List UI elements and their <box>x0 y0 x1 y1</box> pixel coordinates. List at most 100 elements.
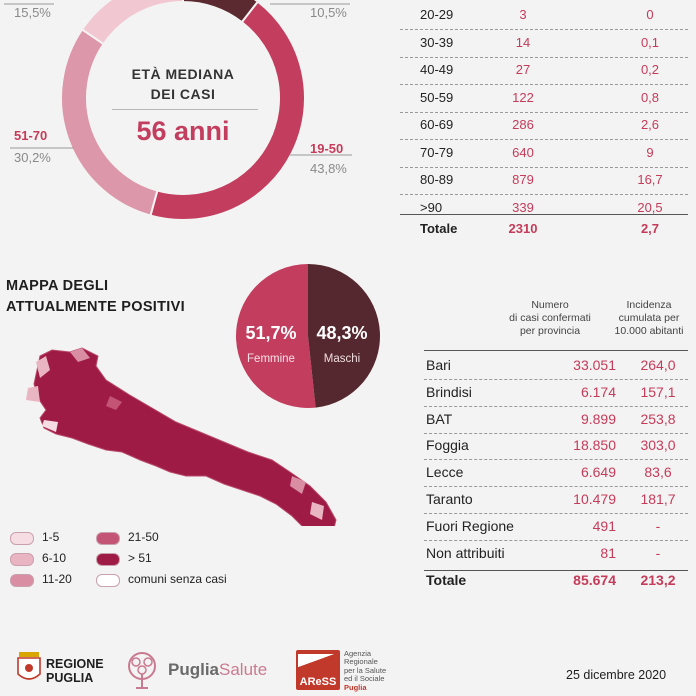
report-date: 25 dicembre 2020 <box>566 668 667 682</box>
province-cases: 81 <box>600 544 616 561</box>
province-cases: 6.649 <box>580 464 616 481</box>
donut-pct-15: 15,5% <box>14 5 51 20</box>
legend-label-51: > 51 <box>128 551 152 565</box>
map-area-mid-2 <box>290 476 306 494</box>
female-pct: 51,7% <box>245 323 297 343</box>
median-divider <box>112 109 258 110</box>
age-cases: 14 <box>515 34 531 50</box>
regione-puglia-crest-icon <box>17 652 41 680</box>
age-table-total-line <box>400 214 688 215</box>
age-table-row: >90 339 20,5 <box>400 200 688 226</box>
legend-swatch-no-cases <box>96 574 120 587</box>
map-title-2: ATTUALMENTE POSITIVI <box>6 299 185 315</box>
province-row: Brindisi 6.174 157,1 <box>424 384 688 411</box>
age-cases: 879 <box>512 172 534 187</box>
province-total-row: Totale 85.674 213,2 <box>424 572 688 599</box>
regione-line1: REGIONE <box>46 657 104 671</box>
province-row: BAT 9.899 253,8 <box>424 411 688 438</box>
aress-text-3: per la Salute <box>344 665 387 675</box>
province-incidence: 181,7 <box>640 491 676 507</box>
age-table-row: 30-39 14 0,1 <box>400 35 688 61</box>
pie-slice-female <box>236 264 316 408</box>
age-row-divider <box>400 111 688 113</box>
age-range: 70-79 <box>420 144 454 160</box>
age-range: >90 <box>420 199 443 215</box>
donut-range-51-70: 51-70 <box>14 128 48 143</box>
age-table-total-row: Totale 2310 2,7 <box>400 221 688 247</box>
age-row-divider <box>400 56 688 58</box>
age-cases: 122 <box>512 89 534 105</box>
legend-swatch-1-5 <box>10 532 34 545</box>
province-row: Taranto 10.479 181,7 <box>424 491 688 518</box>
age-range: 20-29 <box>420 7 454 22</box>
legend-label-11-20: 11-20 <box>42 572 72 586</box>
province-row-divider <box>424 513 688 514</box>
legend-swatch-6-10 <box>10 553 34 566</box>
province-name: Brindisi <box>426 383 472 400</box>
province-row-divider <box>424 379 688 380</box>
province-cases: 6.174 <box>580 383 616 400</box>
province-row: Fuori Regione 491 - <box>424 518 688 545</box>
province-name: Foggia <box>426 437 469 454</box>
gender-pie-chart <box>236 264 381 408</box>
province-row-divider <box>424 459 688 461</box>
province-name: Fuori Regione <box>426 517 514 534</box>
age-cases: 3 <box>519 7 527 22</box>
map-area-light-3 <box>310 502 324 520</box>
province-incidence: 264,0 <box>640 357 676 373</box>
province-cases: 18.850 <box>573 437 616 454</box>
pie-slice-male <box>308 264 381 408</box>
province-name: Bari <box>426 357 451 373</box>
age-cases: 286 <box>512 117 534 132</box>
province-incidence: 83,6 <box>644 464 672 481</box>
median-age-value: 56 anni <box>136 116 230 146</box>
female-label: Femmine <box>247 353 295 365</box>
median-age-title-1: ETÀ MEDIANA <box>131 66 235 82</box>
map-area-mid-3 <box>106 396 122 410</box>
male-label: Maschi <box>323 353 361 365</box>
aress-text-4: ed il Sociale <box>344 674 385 684</box>
province-incidence: 157,1 <box>640 383 676 400</box>
province-cases: 10.479 <box>573 491 616 507</box>
age-letality: 9 <box>646 144 654 160</box>
age-letality: 0,2 <box>640 62 660 77</box>
age-range: 50-59 <box>420 89 454 105</box>
age-total-letality: 2,7 <box>640 221 660 236</box>
legend-label-21-50: 21-50 <box>128 530 159 544</box>
footer: REGIONE PUGLIA PugliaSalute AReSS Agenzi… <box>0 612 696 696</box>
age-total-cases: 2310 <box>508 221 538 236</box>
donut-hole <box>88 3 278 193</box>
province-row: Non attribuiti 81 - <box>424 545 688 572</box>
header-cases-1: Numero <box>531 299 569 311</box>
puglia-salute-tree-icon <box>128 652 156 689</box>
donut-pct-10: 10,5% <box>310 5 347 20</box>
donut-slice-10 <box>182 0 260 24</box>
aress-logo: AReSS <box>296 650 340 690</box>
age-cases: 27 <box>515 62 531 77</box>
donut-pct-19-50: 43,8% <box>310 161 347 176</box>
aress-text-1: Agenzia <box>344 649 372 658</box>
age-table-row: 80-89 879 16,7 <box>400 172 688 198</box>
province-incidence: 253,8 <box>640 410 676 427</box>
province-incidence: 303,0 <box>640 437 676 454</box>
province-name: Taranto <box>426 491 473 507</box>
province-incidence: - <box>655 544 661 561</box>
age-cases: 640 <box>512 144 534 160</box>
map-title-1: MAPPA DEGLI <box>6 278 109 294</box>
salute-word: Salute <box>219 660 268 679</box>
province-name: Non attribuiti <box>426 544 505 561</box>
aress-logo-mark-icon <box>298 654 338 672</box>
map-area-lightest <box>42 420 58 432</box>
legend-swatch-21-50 <box>96 532 120 545</box>
province-cases: 9.899 <box>580 410 616 427</box>
header-incidence-3: 10.000 abitanti <box>614 325 684 337</box>
puglia-map <box>26 347 337 526</box>
aress-text-2: Regionale <box>344 657 378 667</box>
age-row-divider <box>400 84 688 85</box>
age-range: 60-69 <box>420 117 454 132</box>
header-cases-3: per provincia <box>519 325 581 337</box>
age-row-divider <box>400 194 688 195</box>
legend-label-6-10: 6-10 <box>42 551 67 565</box>
age-range: 80-89 <box>420 172 454 187</box>
age-donut-chart <box>4 0 352 221</box>
